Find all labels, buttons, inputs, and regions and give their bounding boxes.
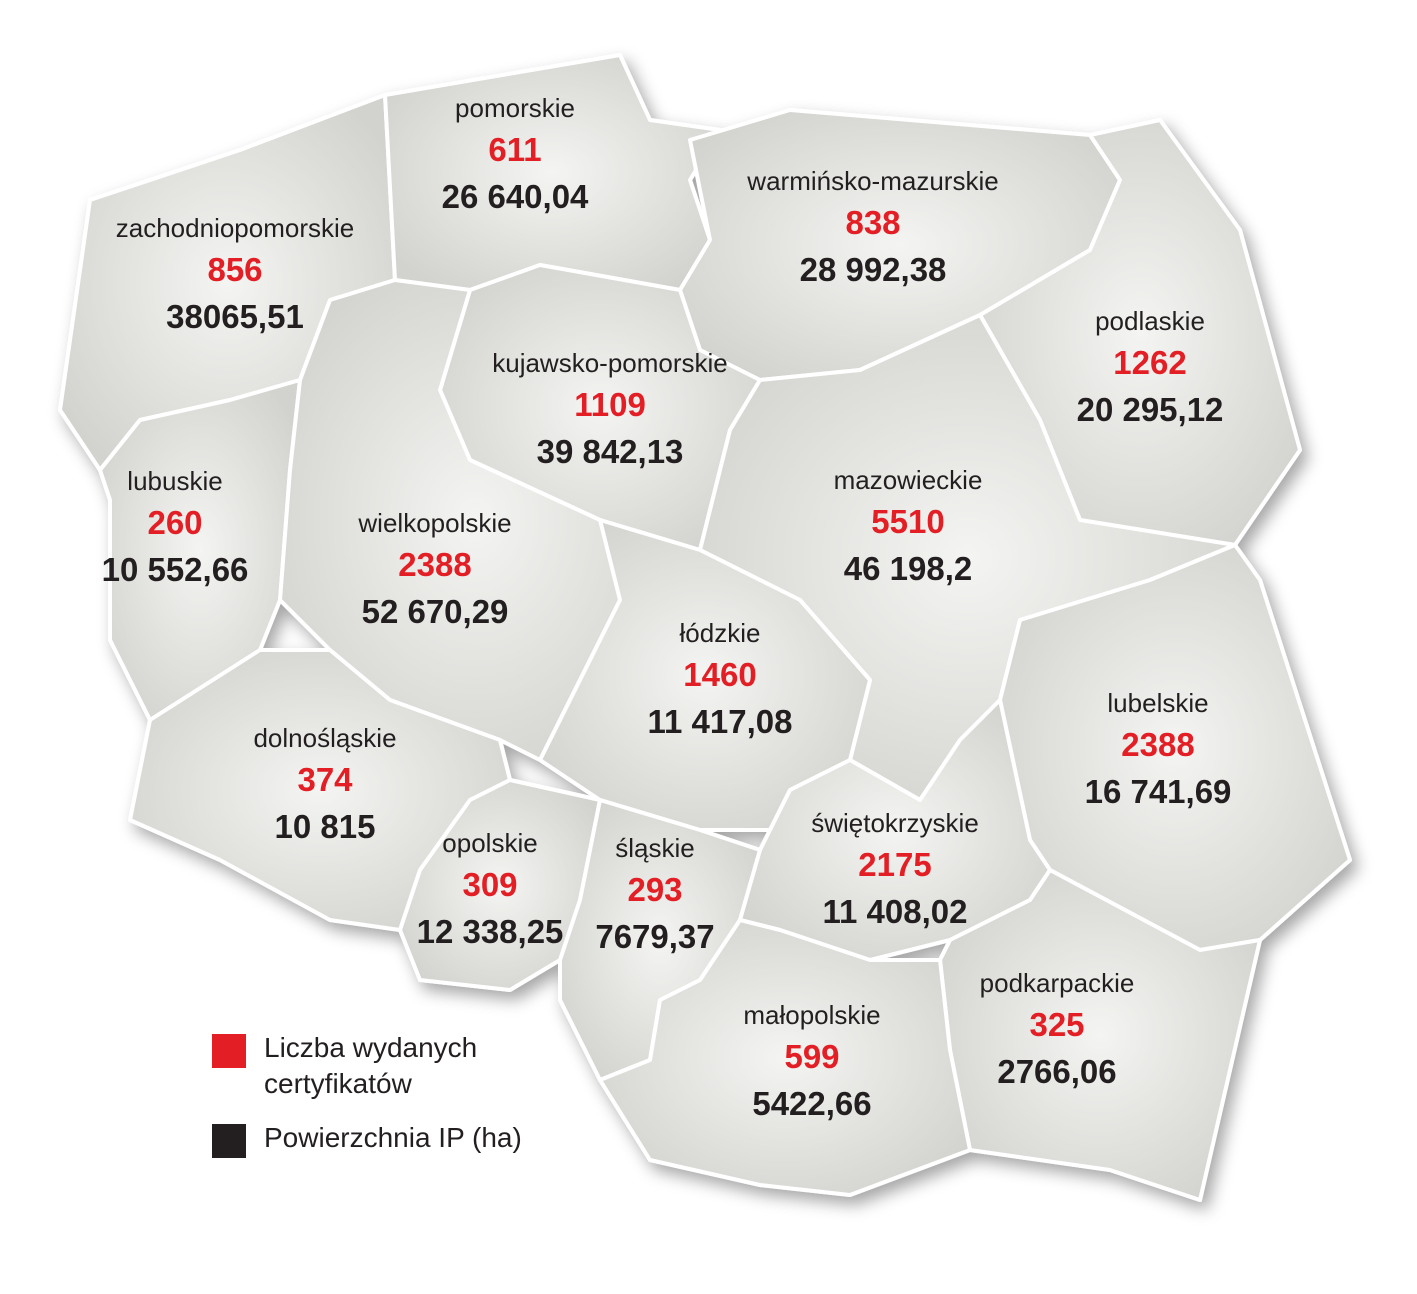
area-value: 12 338,25 bbox=[417, 913, 564, 950]
labels: zachodniopomorskie 856 38065,51 pomorskie 61… bbox=[102, 93, 1232, 1122]
region-name: wielkopolskie bbox=[357, 508, 511, 538]
region-shape bbox=[598, 918, 972, 1197]
legend-swatch bbox=[212, 1034, 246, 1068]
certificate-count: 5510 bbox=[871, 503, 944, 540]
area-value: 2766,06 bbox=[997, 1053, 1116, 1090]
certificate-count: 838 bbox=[845, 204, 900, 241]
area-value: 7679,37 bbox=[595, 918, 714, 955]
certificate-count: 293 bbox=[627, 871, 682, 908]
certificate-count: 2388 bbox=[1121, 726, 1194, 763]
region-name: mazowieckie bbox=[834, 465, 983, 495]
certificate-count: 1262 bbox=[1113, 344, 1186, 381]
area-value: 11 408,02 bbox=[823, 893, 968, 930]
area-value: 46 198,2 bbox=[844, 550, 972, 587]
area-value: 16 741,69 bbox=[1085, 773, 1232, 810]
area-value: 10 552,66 bbox=[102, 551, 249, 588]
regions bbox=[58, 53, 1352, 1202]
region-name: małopolskie bbox=[743, 1000, 880, 1030]
region-name: śląskie bbox=[615, 833, 694, 863]
certificate-count: 599 bbox=[784, 1038, 839, 1075]
region-name: opolskie bbox=[442, 828, 537, 858]
region-name: dolnośląskie bbox=[253, 723, 396, 753]
certificate-count: 1460 bbox=[683, 656, 756, 693]
region-name: świętokrzyskie bbox=[811, 808, 979, 838]
certificate-count: 309 bbox=[462, 866, 517, 903]
legend-label: Powierzchnia IP (ha) bbox=[264, 1122, 522, 1153]
area-value: 5422,66 bbox=[752, 1085, 871, 1122]
area-value: 39 842,13 bbox=[537, 433, 684, 470]
region-name: podkarpackie bbox=[980, 968, 1135, 998]
certificate-count: 374 bbox=[297, 761, 353, 798]
certificate-count: 2175 bbox=[858, 846, 931, 883]
certificate-count: 1109 bbox=[574, 386, 646, 423]
region-name: łódzkie bbox=[680, 618, 761, 648]
legend-label: Liczba wydanych certyfikatów bbox=[264, 1032, 478, 1099]
region-name: pomorskie bbox=[455, 93, 575, 123]
region-name: lubuskie bbox=[127, 466, 222, 496]
certificate-count: 325 bbox=[1029, 1006, 1084, 1043]
certificate-count: 856 bbox=[207, 251, 262, 288]
area-value: 26 640,04 bbox=[442, 178, 589, 215]
area-value: 52 670,29 bbox=[362, 593, 509, 630]
region-name: zachodniopomorskie bbox=[116, 213, 354, 243]
area-value: 38065,51 bbox=[166, 298, 304, 335]
region-name: podlaskie bbox=[1095, 306, 1205, 336]
region-shape bbox=[398, 778, 602, 992]
region-name: kujawsko-pomorskie bbox=[492, 348, 728, 378]
certificate-count: 611 bbox=[488, 131, 541, 168]
area-value: 20 295,12 bbox=[1077, 391, 1224, 428]
region-shape bbox=[383, 53, 722, 292]
area-value: 11 417,08 bbox=[648, 703, 793, 740]
certificate-count: 2388 bbox=[398, 546, 471, 583]
certificate-count: 260 bbox=[147, 504, 202, 541]
area-value: 28 992,38 bbox=[800, 251, 947, 288]
region-name: warmińsko-mazurskie bbox=[746, 166, 998, 196]
legend-swatch bbox=[212, 1124, 246, 1158]
region-name: lubelskie bbox=[1107, 688, 1208, 718]
area-value: 10 815 bbox=[275, 808, 376, 845]
